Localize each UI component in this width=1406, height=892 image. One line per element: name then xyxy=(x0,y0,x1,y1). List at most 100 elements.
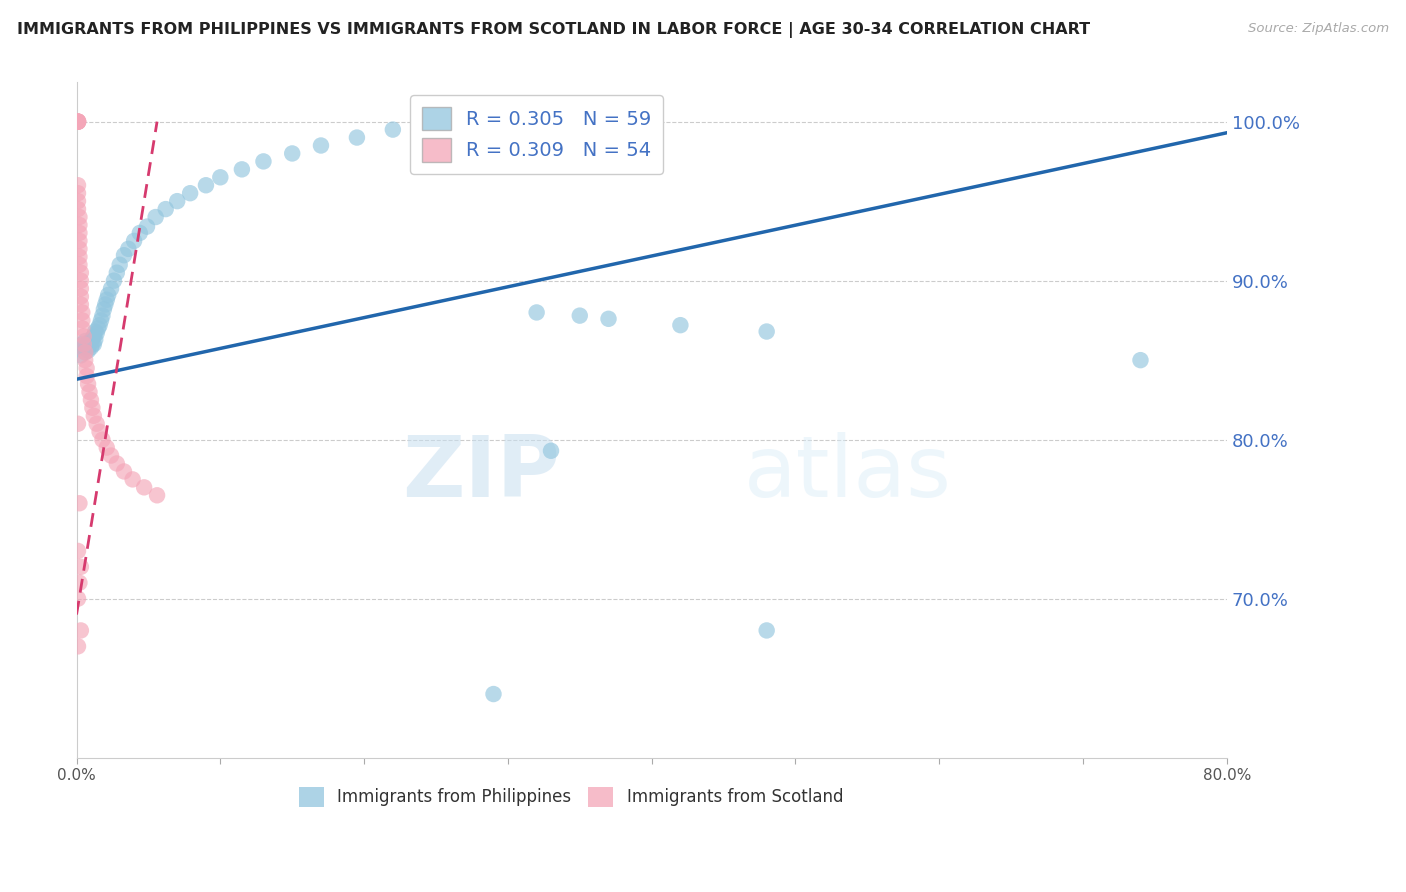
Point xyxy=(252,154,274,169)
Point xyxy=(67,234,90,248)
Point xyxy=(75,345,97,359)
Point xyxy=(117,242,139,256)
Point xyxy=(70,348,93,362)
Point xyxy=(73,329,96,343)
Point xyxy=(97,288,120,302)
Point xyxy=(75,334,97,348)
Point xyxy=(105,457,128,471)
Point xyxy=(100,449,122,463)
Point xyxy=(76,361,98,376)
Point xyxy=(82,401,104,415)
Point xyxy=(73,337,96,351)
Point xyxy=(79,384,101,399)
Point xyxy=(89,425,111,439)
Point xyxy=(67,575,90,590)
Point xyxy=(77,343,100,358)
Point xyxy=(309,138,332,153)
Point xyxy=(67,242,90,256)
Point xyxy=(425,114,447,128)
Point xyxy=(209,170,232,185)
Point xyxy=(83,329,105,343)
Point xyxy=(66,194,89,209)
Text: atlas: atlas xyxy=(744,433,952,516)
Point xyxy=(66,591,89,606)
Point xyxy=(66,114,89,128)
Point xyxy=(89,318,111,333)
Point xyxy=(482,687,505,701)
Point xyxy=(103,274,125,288)
Point xyxy=(166,194,188,209)
Point xyxy=(79,337,101,351)
Point xyxy=(75,345,97,359)
Point xyxy=(755,624,778,638)
Point xyxy=(67,250,90,264)
Point xyxy=(526,305,548,319)
Point xyxy=(346,130,368,145)
Point xyxy=(66,114,89,128)
Point xyxy=(90,313,112,327)
Point xyxy=(145,210,167,224)
Point xyxy=(70,282,93,296)
Point xyxy=(66,114,89,128)
Point xyxy=(83,409,105,423)
Point xyxy=(231,162,253,177)
Point xyxy=(112,248,135,262)
Point xyxy=(194,178,217,193)
Point xyxy=(94,297,117,311)
Point xyxy=(568,309,591,323)
Point xyxy=(1129,353,1152,368)
Point xyxy=(155,202,177,216)
Point xyxy=(66,202,89,216)
Point xyxy=(105,266,128,280)
Point xyxy=(87,321,110,335)
Point xyxy=(96,441,118,455)
Point xyxy=(669,318,692,333)
Point xyxy=(70,624,93,638)
Point xyxy=(93,302,115,317)
Point xyxy=(146,488,169,502)
Text: IMMIGRANTS FROM PHILIPPINES VS IMMIGRANTS FROM SCOTLAND IN LABOR FORCE | AGE 30-: IMMIGRANTS FROM PHILIPPINES VS IMMIGRANT… xyxy=(17,22,1090,38)
Point xyxy=(67,210,90,224)
Point xyxy=(66,114,89,128)
Point xyxy=(66,114,89,128)
Point xyxy=(179,186,201,201)
Text: Source: ZipAtlas.com: Source: ZipAtlas.com xyxy=(1249,22,1389,36)
Point xyxy=(96,293,118,307)
Point xyxy=(67,496,90,510)
Point xyxy=(77,335,100,350)
Point xyxy=(128,226,150,240)
Point xyxy=(72,321,94,335)
Point xyxy=(82,337,104,351)
Point xyxy=(281,146,304,161)
Point xyxy=(84,333,107,347)
Point xyxy=(86,326,108,340)
Point xyxy=(67,226,90,240)
Point xyxy=(80,392,103,407)
Point xyxy=(67,258,90,272)
Point xyxy=(121,472,143,486)
Text: ZIP: ZIP xyxy=(402,433,560,516)
Point xyxy=(67,218,90,232)
Point xyxy=(70,274,93,288)
Point xyxy=(70,339,93,353)
Point xyxy=(80,340,103,354)
Point xyxy=(381,122,404,136)
Point xyxy=(70,297,93,311)
Point xyxy=(755,325,778,339)
Point xyxy=(108,258,131,272)
Point xyxy=(136,219,159,234)
Point xyxy=(66,178,89,193)
Point xyxy=(72,337,94,351)
Point xyxy=(100,282,122,296)
Point xyxy=(66,114,89,128)
Point xyxy=(66,640,89,654)
Point xyxy=(75,353,97,368)
Point xyxy=(76,369,98,384)
Point xyxy=(66,417,89,431)
Point xyxy=(70,266,93,280)
Point xyxy=(91,309,114,323)
Point xyxy=(86,417,108,431)
Point xyxy=(84,325,107,339)
Point xyxy=(83,337,105,351)
Point xyxy=(76,340,98,354)
